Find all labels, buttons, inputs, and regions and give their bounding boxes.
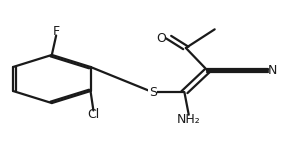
Text: Cl: Cl: [87, 108, 100, 121]
Text: NH₂: NH₂: [177, 113, 200, 126]
Text: N: N: [268, 64, 277, 77]
Text: S: S: [149, 86, 157, 99]
Text: O: O: [157, 32, 166, 45]
Text: F: F: [53, 25, 60, 38]
